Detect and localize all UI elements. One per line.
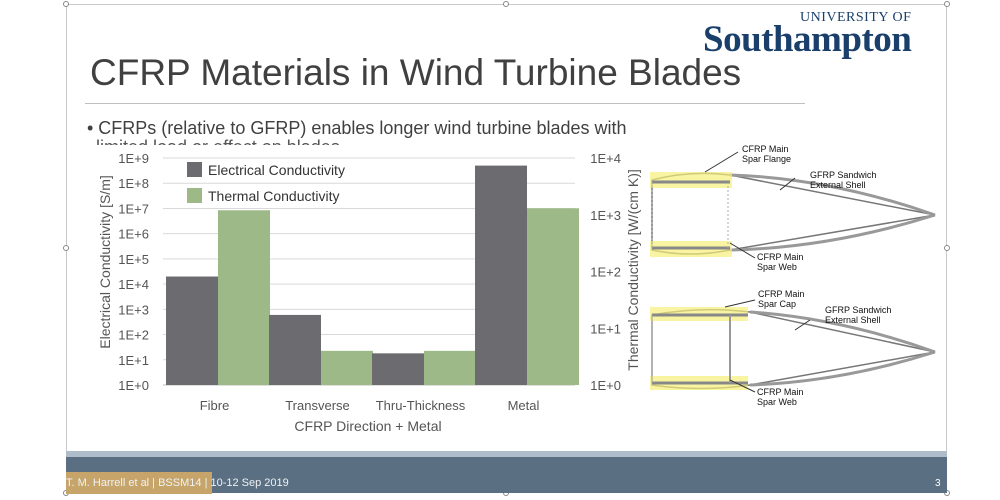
bar-electrical-transverse <box>269 314 321 385</box>
bar-thermal-thru-thickness <box>424 350 476 385</box>
y-axis-left-label: Electrical Conductivity [S/m] <box>97 175 113 349</box>
diagram-bottom: CFRP Main Spar Cap GFRP Sandwich Externa… <box>650 289 936 407</box>
y-right-tick-label-4: 1E+4 <box>590 151 621 166</box>
bottom-label-spar-web-2: Spar Web <box>757 397 797 407</box>
y-right-tick-label-2: 1E+2 <box>590 265 621 280</box>
bottom-label-spar-cap-1: CFRP Main <box>758 289 804 299</box>
bullet-text-clipped: limited load or effect on blades <box>96 138 340 148</box>
footer-bar <box>66 457 947 493</box>
bar-thermal-fibre <box>218 210 270 385</box>
diagram-top: CFRP Main Spar Flange GFRP Sandwich Exte… <box>650 144 936 272</box>
y-left-tick-label-8: 1E+8 <box>118 176 149 191</box>
y-left-tick-label-4: 1E+4 <box>118 277 149 292</box>
legend-label-electrical: Electrical Conductivity <box>208 162 345 178</box>
top-label-spar-flange-1: CFRP Main <box>742 144 788 154</box>
y-left-tick-label-2: 1E+2 <box>118 328 149 343</box>
top-label-gfrp-1: GFRP Sandwich <box>810 170 876 180</box>
bar-electrical-thru-thickness <box>372 353 424 385</box>
university-logo: Southampton <box>703 19 912 60</box>
y-left-tick-label-7: 1E+7 <box>118 201 149 216</box>
y-left-tick-label-5: 1E+5 <box>118 252 149 267</box>
category-label-3: Metal <box>508 398 540 413</box>
top-label-gfrp-2: External Shell <box>810 180 866 190</box>
university-logo-top: UNIVERSITY OF <box>800 10 912 25</box>
y-left-tick-label-3: 1E+3 <box>118 302 149 317</box>
resize-handle-ml[interactable] <box>63 245 69 251</box>
resize-handle-tm[interactable] <box>503 1 509 7</box>
category-label-2: Thru-Thickness <box>376 398 466 413</box>
resize-handle-tl[interactable] <box>63 1 69 7</box>
y-right-tick-label-1: 1E+1 <box>590 321 621 336</box>
legend-label-thermal: Thermal Conductivity <box>208 188 340 204</box>
footer-citation: T. M. Harrell et al | BSSM14 | 10-12 Sep… <box>66 477 289 489</box>
top-label-spar-flange-2: Spar Flange <box>742 154 791 164</box>
y-right-tick-label-3: 1E+3 <box>590 208 621 223</box>
resize-handle-br[interactable] <box>944 490 950 496</box>
page-number: 3 <box>935 478 941 489</box>
bar-electrical-fibre <box>166 276 218 385</box>
category-label-1: Transverse <box>285 398 350 413</box>
slide-title[interactable]: CFRP Materials in Wind Turbine Blades <box>90 52 742 93</box>
top-label-spar-web-2: Spar Web <box>757 262 797 272</box>
legend-swatch-thermal <box>187 188 202 203</box>
bottom-label-gfrp-2: External Shell <box>825 315 881 325</box>
footer-accent <box>66 472 212 494</box>
bar-thermal-transverse <box>321 350 373 385</box>
legend: Electrical Conductivity Thermal Conducti… <box>187 162 345 204</box>
x-axis-label: CFRP Direction + Metal <box>294 418 441 434</box>
y-left-tick-label-9: 1E+9 <box>118 151 149 166</box>
bottom-label-gfrp-1: GFRP Sandwich <box>825 305 891 315</box>
resize-handle-tr[interactable] <box>944 1 950 7</box>
y-left-tick-label-0: 1E+0 <box>118 378 149 393</box>
top-label-spar-web-1: CFRP Main <box>757 252 803 262</box>
y-axis-right-label: Thermal Conductivity [W/(cm K)] <box>625 169 641 370</box>
bullet-text[interactable]: • CFRPs (relative to GFRP) enables longe… <box>87 118 627 138</box>
bar-electrical-metal <box>475 165 527 385</box>
bottom-label-spar-web-1: CFRP Main <box>757 387 803 397</box>
resize-handle-mr[interactable] <box>944 245 950 251</box>
y-left-tick-label-1: 1E+1 <box>118 353 149 368</box>
y-right-tick-label-0: 1E+0 <box>590 378 621 393</box>
y-left-tick-label-6: 1E+6 <box>118 227 149 242</box>
legend-swatch-electrical <box>187 162 202 177</box>
bottom-label-spar-cap-2: Spar Cap <box>758 299 796 309</box>
footer-strip <box>66 451 947 457</box>
top-flange-highlight-upper <box>650 172 732 188</box>
title-divider <box>85 103 805 104</box>
category-label-0: Fibre <box>200 398 230 413</box>
bar-thermal-metal <box>527 208 579 385</box>
